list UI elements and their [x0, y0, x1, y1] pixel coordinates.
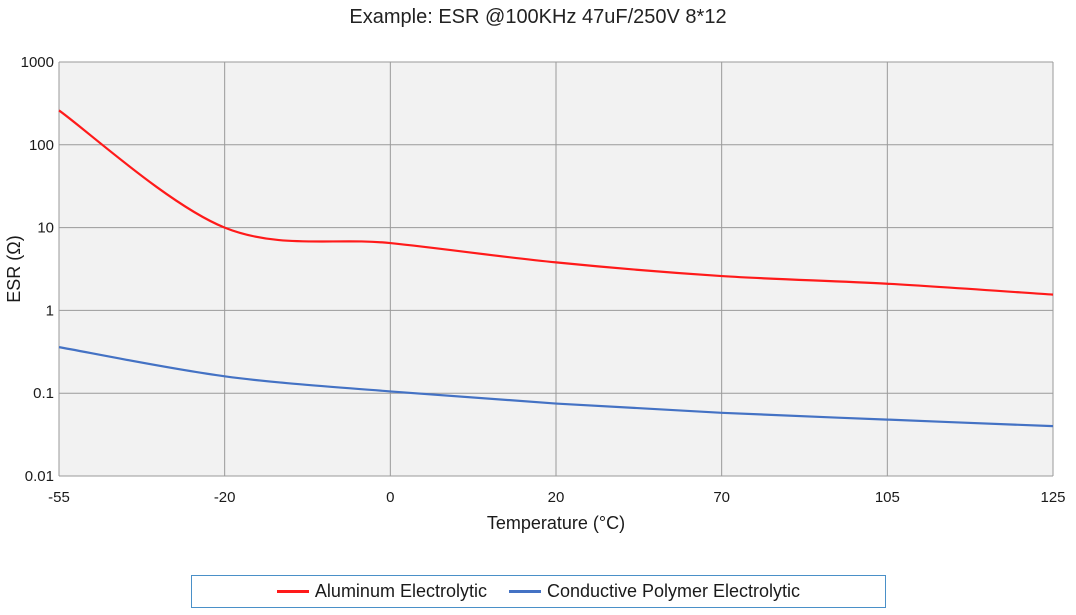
- x-tick-label: 125: [1040, 489, 1065, 506]
- y-tick-label: 100: [29, 137, 54, 154]
- legend-item-polymer[interactable]: Conductive Polymer Electrolytic: [508, 581, 801, 602]
- legend: Aluminum Electrolytic Conductive Polymer…: [191, 575, 886, 608]
- legend-swatch: [508, 590, 541, 593]
- x-axis-ticks: -55 -20 0 20 70 105 125: [48, 489, 1065, 506]
- x-tick-label: -55: [48, 489, 70, 506]
- legend-label: Conductive Polymer Electrolytic: [546, 581, 801, 601]
- chart-title: Example: ESR @100KHz 47uF/250V 8*12: [349, 6, 727, 28]
- x-tick-label: 70: [713, 489, 730, 506]
- x-tick-label: 0: [386, 489, 394, 506]
- y-tick-label: 1: [46, 302, 54, 319]
- y-axis-label: ESR (Ω): [4, 235, 24, 302]
- x-axis-label: Temperature (°C): [487, 513, 625, 533]
- x-tick-label: -20: [214, 489, 236, 506]
- legend-label: Aluminum Electrolytic: [314, 581, 487, 601]
- legend-item-aluminum[interactable]: Aluminum Electrolytic: [276, 581, 487, 602]
- series-lines: [58, 109, 1054, 428]
- y-tick-label: 0.1: [33, 385, 54, 402]
- y-axis-ticks: 1000 100 10 1 0.1 0.01: [21, 54, 54, 485]
- y-tick-label: 1000: [21, 54, 54, 71]
- y-tick-label: 0.01: [25, 468, 54, 485]
- gridlines: [58, 61, 1054, 477]
- x-tick-label: 105: [875, 489, 900, 506]
- x-tick-label: 20: [548, 489, 565, 506]
- series-line-polymer: [58, 346, 1054, 428]
- series-line-aluminum: [58, 109, 1054, 296]
- legend-swatch: [276, 590, 309, 593]
- y-tick-label: 10: [37, 220, 54, 237]
